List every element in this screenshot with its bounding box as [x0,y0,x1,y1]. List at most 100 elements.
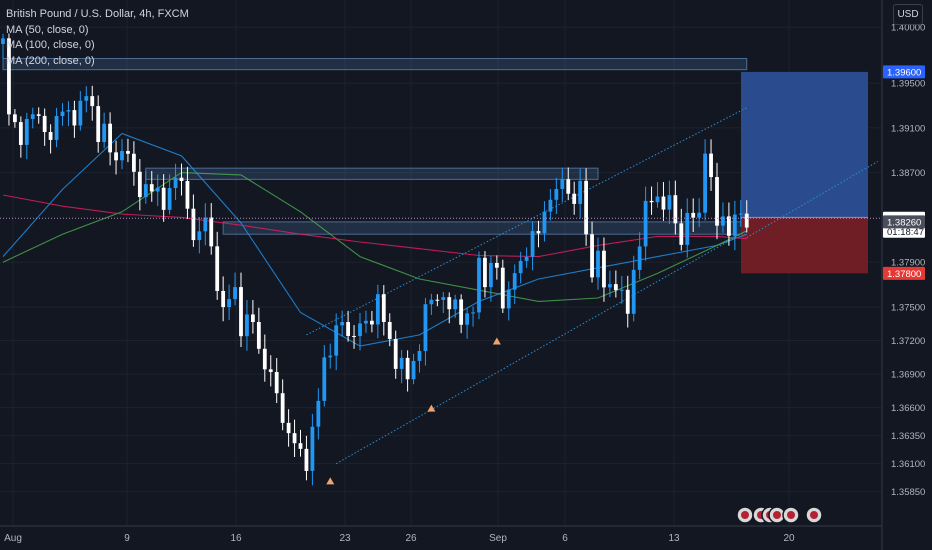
candle-body[interactable] [126,151,130,154]
candle-body[interactable] [245,314,249,337]
candle-body[interactable] [239,287,243,337]
candle-body[interactable] [310,426,315,471]
candle-body[interactable] [375,294,380,325]
candle-body[interactable] [459,299,464,325]
symbol-title[interactable]: British Pound / U.S. Dollar, 4h, FXCM [6,8,189,20]
candle-body[interactable] [625,289,630,314]
candle-body[interactable] [78,100,83,126]
candle-body[interactable] [435,299,440,301]
candle-body[interactable] [120,151,124,161]
candle-body[interactable] [137,171,142,198]
candle-body[interactable] [477,257,481,313]
candle-body[interactable] [709,153,713,178]
candle-body[interactable] [393,338,398,369]
candle-body[interactable] [381,294,386,322]
candle-body[interactable] [334,325,339,356]
candle-body[interactable] [7,38,11,115]
currency-button[interactable]: USD [893,4,923,25]
candle-body[interactable] [405,357,410,380]
candle-body[interactable] [542,211,547,234]
position-target-zone[interactable] [741,71,868,218]
candle-body[interactable] [721,216,725,226]
candle-body[interactable] [465,313,469,325]
candle-body[interactable] [316,400,321,427]
candle-body[interactable] [203,217,208,232]
position-stop-zone[interactable] [741,217,868,274]
candle-body[interactable] [643,200,648,247]
candle-body[interactable] [18,122,23,145]
candle-body[interactable] [471,312,475,314]
candle-body[interactable] [572,193,577,204]
candle-body[interactable] [494,262,499,268]
candle-body[interactable] [340,322,345,326]
candle-body[interactable] [548,199,553,212]
candle-body[interactable] [54,115,59,140]
candle-body[interactable] [268,369,273,373]
ma100-label[interactable]: MA (100, close, 0) [6,39,95,51]
candle-body[interactable] [399,357,404,369]
candle-body[interactable] [132,153,136,172]
candle-body[interactable] [578,180,583,204]
swing-low-marker[interactable] [492,337,501,345]
candle-body[interactable] [155,187,160,192]
swing-low-marker[interactable] [326,477,335,485]
candle-body[interactable] [661,196,666,210]
candle-body[interactable] [227,299,231,308]
candle-body[interactable] [60,111,65,116]
candle-body[interactable] [602,250,606,288]
candle-body[interactable] [280,393,285,423]
candle-body[interactable] [387,321,392,339]
candle-body[interactable] [191,208,196,241]
candle-body[interactable] [256,322,261,349]
candle-body[interactable] [566,179,571,194]
candle-body[interactable] [298,443,303,449]
candle-body[interactable] [512,273,517,290]
support-resistance-zone[interactable] [222,221,748,235]
candle-body[interactable] [102,123,107,142]
candle-body[interactable] [42,115,47,133]
candle-body[interactable] [161,187,166,210]
candle-body[interactable] [149,184,154,192]
candle-body[interactable] [411,360,416,380]
candle-body[interactable] [560,179,565,189]
candle-body[interactable] [173,177,178,189]
candle-body[interactable] [441,297,446,300]
candle-body[interactable] [304,448,309,471]
candle-body[interactable] [554,188,559,200]
candle-body[interactable] [167,188,172,210]
candle-body[interactable] [703,153,707,213]
candle-body[interactable] [221,290,226,308]
candle-body[interactable] [346,322,350,336]
candle-body[interactable] [364,320,368,324]
candle-body[interactable] [90,96,95,107]
candle-body[interactable] [536,231,541,234]
ma-line-2[interactable] [2,172,748,302]
candle-body[interactable] [274,372,279,394]
candle-body[interactable] [13,114,17,123]
candle-body[interactable] [72,110,77,126]
candle-body[interactable] [500,267,505,309]
candle-body[interactable] [262,348,267,370]
candle-body[interactable] [143,184,148,198]
candle-body[interactable] [286,422,291,434]
candle-body[interactable] [667,195,672,210]
candle-body[interactable] [679,223,684,245]
candle-body[interactable] [608,284,612,288]
candle-body[interactable] [251,314,255,323]
candle-body[interactable] [738,213,743,215]
ma-line-3[interactable] [2,194,747,258]
candle-body[interactable] [209,217,214,247]
candle-body[interactable] [328,355,333,358]
candle-body[interactable] [732,214,737,236]
candle-body[interactable] [673,195,678,224]
candle-body[interactable] [506,289,511,309]
candle-body[interactable] [233,287,237,300]
candle-body[interactable] [30,114,35,119]
candle-body[interactable] [715,177,719,226]
candle-body[interactable] [48,132,53,140]
swing-low-marker[interactable] [427,404,436,412]
candle-body[interactable] [370,320,374,325]
candle-body[interactable] [24,118,29,145]
candle-body[interactable] [358,323,362,337]
